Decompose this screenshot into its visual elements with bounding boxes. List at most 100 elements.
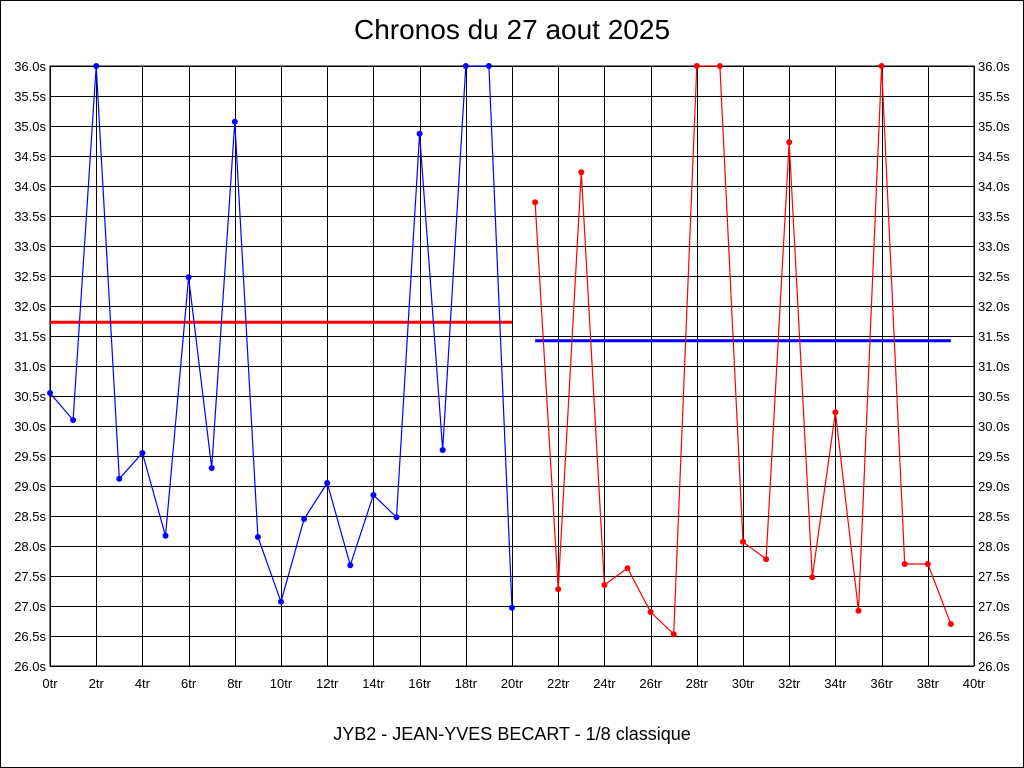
data-point [693, 63, 700, 69]
data-point [70, 417, 77, 423]
chart-title: Chronos du 27 aout 2025 [353, 14, 671, 45]
x-tick-label: 0tr [42, 676, 58, 691]
data-point [809, 574, 816, 581]
y-tick-label-right: 30.0s [978, 419, 1010, 434]
data-point [578, 169, 585, 176]
x-tick-label: 28tr [686, 676, 709, 691]
x-tick-label: 30tr [732, 676, 755, 691]
x-tick-label: 22tr [547, 676, 570, 691]
y-tick-label-right: 28.0s [978, 539, 1010, 554]
x-tick-label: 32tr [778, 676, 801, 691]
y-tick-label-right: 32.5s [978, 269, 1010, 284]
x-tick-label: 6tr [181, 676, 197, 691]
y-tick-label-right: 35.0s [978, 119, 1010, 134]
data-point [555, 586, 562, 593]
x-tick-label: 40tr [963, 676, 986, 691]
data-point [647, 609, 654, 615]
y-tick-label-left: 29.5s [14, 449, 46, 464]
y-tick-label-left: 32.5s [14, 269, 46, 284]
y-tick-label-left: 28.5s [14, 509, 46, 524]
data-point [162, 532, 169, 539]
y-tick-label-left: 27.5s [14, 569, 46, 584]
data-point [301, 516, 308, 522]
data-point [855, 607, 862, 614]
data-point [786, 139, 793, 146]
y-tick-label-left: 35.0s [14, 119, 46, 134]
y-tick-label-right: 35.5s [978, 89, 1010, 104]
data-point [624, 565, 631, 572]
y-tick-label-left: 34.0s [14, 179, 46, 194]
x-tick-label: 14tr [362, 676, 385, 691]
x-tick-label: 26tr [639, 676, 662, 691]
y-tick-label-right: 31.5s [978, 329, 1010, 344]
y-tick-label-right: 33.5s [978, 209, 1010, 224]
y-tick-label-right: 34.5s [978, 149, 1010, 164]
y-tick-label-right: 29.0s [978, 479, 1010, 494]
y-tick-label-left: 30.0s [14, 419, 46, 434]
y-tick-label-left: 28.0s [14, 539, 46, 554]
y-tick-label-right: 26.5s [978, 629, 1010, 644]
data-point [462, 63, 469, 69]
x-tick-label: 18tr [455, 676, 478, 691]
y-tick-label-right: 30.5s [978, 389, 1010, 404]
y-tick-label-right: 27.5s [978, 569, 1010, 584]
y-tick-label-left: 34.5s [14, 149, 46, 164]
data-point [601, 582, 608, 588]
data-point [116, 475, 123, 482]
data-point [832, 409, 839, 416]
y-tick-label-left: 31.0s [14, 359, 46, 374]
data-point [716, 63, 723, 69]
data-point [231, 118, 238, 125]
x-tick-label: 16tr [408, 676, 431, 691]
data-point [670, 631, 677, 638]
y-tick-label-left: 29.0s [14, 479, 46, 494]
x-tick-label: 20tr [501, 676, 524, 691]
y-tick-label-left: 26.0s [14, 659, 46, 674]
y-tick-label-right: 28.5s [978, 509, 1010, 524]
x-tick-label: 10tr [270, 676, 293, 691]
y-tick-label-left: 30.5s [14, 389, 46, 404]
y-tick-label-right: 29.5s [978, 449, 1010, 464]
data-point [208, 465, 215, 471]
data-point [324, 480, 331, 486]
y-tick-label-right: 27.0s [978, 599, 1010, 614]
y-tick-label-left: 32.0s [14, 299, 46, 314]
y-tick-label-right: 26.0s [978, 659, 1010, 674]
y-tick-label-right: 34.0s [978, 179, 1010, 194]
x-tick-label: 38tr [917, 676, 940, 691]
data-point [370, 492, 377, 498]
data-point [878, 63, 885, 69]
data-point [509, 604, 515, 611]
y-tick-label-left: 26.5s [14, 629, 46, 644]
data-point [185, 274, 192, 281]
y-tick-label-left: 27.0s [14, 599, 46, 614]
data-point [901, 561, 908, 567]
data-point [93, 63, 100, 69]
data-point [439, 447, 446, 453]
y-tick-label-right: 31.0s [978, 359, 1010, 374]
data-point [924, 561, 931, 567]
data-point [278, 598, 284, 605]
x-tick-label: 34tr [824, 676, 847, 691]
y-tick-label-right: 32.0s [978, 299, 1010, 314]
y-tick-label-right: 33.0s [978, 239, 1010, 254]
data-point [254, 534, 261, 540]
y-tick-label-left: 36.0s [14, 59, 46, 74]
data-point [740, 538, 746, 545]
data-point [47, 390, 53, 396]
data-point [485, 63, 492, 69]
data-point [347, 562, 354, 569]
y-tick-label-left: 33.0s [14, 239, 46, 254]
chart-footer: JYB2 - JEAN-YVES BECART - 1/8 classique [333, 724, 691, 744]
x-tick-label: 2tr [89, 676, 105, 691]
data-point [532, 199, 539, 206]
y-tick-label-left: 33.5s [14, 209, 46, 224]
y-tick-label-left: 35.5s [14, 89, 46, 104]
y-tick-label-left: 31.5s [14, 329, 46, 344]
data-point [947, 621, 954, 627]
data-point [139, 450, 146, 456]
data-point [416, 130, 423, 137]
data-point [763, 556, 770, 563]
x-tick-label: 8tr [227, 676, 243, 691]
